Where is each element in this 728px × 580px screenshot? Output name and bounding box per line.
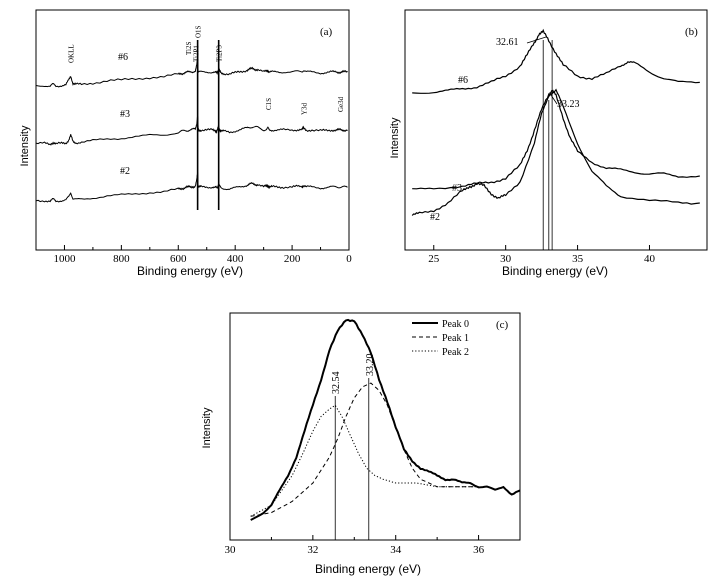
panel-a-series-label: #3 (120, 109, 130, 120)
panel-c-legend-label: Peak 2 (442, 347, 469, 358)
panel-a-peak-label: O1S (195, 25, 203, 38)
panel-a-xlabel: Binding energy (eV) (137, 264, 243, 278)
panel-c-ylabel: Intensity (201, 407, 213, 448)
panel-b-frame (404, 9, 708, 251)
panel-a-xtick-label: 1000 (53, 253, 76, 265)
panel-b-series-label: #2 (430, 212, 440, 223)
panel-a-xtick-label: 600 (170, 253, 187, 265)
panel-a-peak-label: Ti2P1 (192, 45, 200, 62)
panel-b-series-label: #6 (458, 75, 468, 86)
panel-a-ylabel: Intensity (19, 125, 31, 166)
panel-c-peak-label: 32.54 (331, 372, 342, 395)
panel-c-label: (c) (496, 319, 509, 331)
panel-a-peak-label: Y3d (300, 102, 308, 115)
panel-a-series-2 (35, 115, 348, 146)
panel-b-ylabel: Intensity (389, 117, 401, 158)
panel-a-peak-label: Ti2P3 (216, 45, 224, 62)
panel-a-peak-label: OKLL (68, 44, 76, 63)
panel-c-series-3 (250, 404, 479, 517)
panel-b-series-label: #3 (452, 183, 462, 194)
panel-c-legend-label: Peak 0 (442, 319, 469, 330)
panel-c-xtick-label: 34 (390, 544, 402, 556)
panel-a-series-label: #2 (120, 166, 130, 177)
panel-a-peak-label: C1S (265, 98, 273, 110)
panel-b-peak-pointer (550, 94, 558, 105)
panel-c-xtick-label: 30 (225, 544, 237, 556)
panel-b-series-2 (412, 89, 700, 190)
panel-c: (c) Intensity Binding energy (eV) 30 32 34… (201, 312, 521, 576)
panel-b-peak-label: 32.61 (496, 37, 519, 48)
panel-a-peak-label: Ge3d (337, 96, 345, 112)
panel-b-xlabel: Binding energy (eV) (502, 264, 608, 278)
panel-a-label: (a) (320, 26, 333, 38)
panel-b-series-1 (412, 28, 700, 94)
panel-a-peak-label: Ti2S (185, 42, 193, 55)
panel-c-xlabel: Binding energy (eV) (315, 562, 421, 576)
panel-a-series-3 (35, 172, 348, 203)
panel-c-xtick-label: 32 (307, 544, 318, 556)
panel-b-peak-pointer (526, 36, 547, 44)
panel-b-series-3 (411, 88, 700, 216)
panel-b-xtick-label: 35 (572, 253, 584, 265)
panel-c-frame (229, 312, 521, 541)
panel-a-xtick-label: 200 (284, 253, 301, 265)
panel-a-series-1 (35, 57, 348, 88)
panel-c-legend-label: Peak 1 (442, 333, 469, 344)
panel-c-xtick-label: 36 (473, 544, 485, 556)
panel-b-xtick-label: 30 (500, 253, 512, 265)
panel-b-peak-label: 33.23 (557, 99, 580, 110)
panel-c-series-2 (250, 382, 479, 517)
panel-c-legend: Peak 0 Peak 1 Peak 2 (412, 319, 469, 358)
panel-b: (b) Intensity Binding energy (eV) 25 30 35… (389, 9, 708, 278)
panel-a-frame (35, 9, 350, 251)
panel-a-series-label: #6 (118, 52, 128, 63)
panel-b-xtick-label: 25 (428, 253, 440, 265)
panel-b-label: (b) (685, 26, 698, 38)
panel-c-peak-label: 33.20 (365, 354, 376, 377)
panel-a-xtick-label: 800 (113, 253, 130, 265)
panel-b-xtick-label: 40 (644, 253, 656, 265)
panel-a-xtick-label: 400 (227, 253, 244, 265)
panel-a: (a) Intensity Binding energy (eV) 1000 80… (19, 9, 352, 278)
panel-c-series-1 (250, 318, 521, 521)
panel-a-xtick-label: 0 (346, 253, 352, 265)
